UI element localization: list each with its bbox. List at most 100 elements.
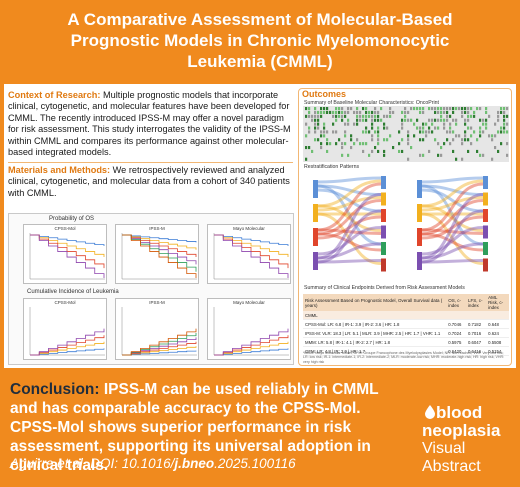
oncoprint-cell (305, 107, 308, 111)
oncoprint-cell (368, 110, 371, 114)
sankey-node (483, 258, 488, 272)
sankey-flow (317, 232, 382, 252)
oncoprint-cell (503, 130, 506, 134)
citation-doi-bold: j.bneo (174, 456, 215, 471)
oncoprint-cell (473, 114, 476, 118)
km-curve (214, 341, 289, 356)
oncoprint-cell (371, 122, 374, 126)
oncoprint-cell (305, 157, 308, 161)
table-cell-os (446, 311, 466, 320)
table-row: CMML (303, 311, 509, 320)
table-cell-os: 0.6420 (446, 346, 466, 356)
oncoprint-cell (350, 138, 353, 142)
oncoprint-cell (464, 122, 467, 126)
panel-caption: CPSS-Mol (54, 226, 76, 231)
oncoprint-cell (362, 107, 365, 111)
oncoprint-cell (482, 130, 485, 134)
oncoprint-cell (314, 138, 317, 142)
oncoprint-cell (500, 107, 503, 111)
km-leukemia-panel: Mayo Molecular (207, 298, 291, 360)
oncoprint-cell (470, 134, 473, 138)
oncoprint-cell (428, 118, 431, 122)
methods-text: We retrospectively reviewed and analyzed… (8, 165, 290, 198)
oncoprint-cell (506, 114, 509, 118)
oncoprint-cell (374, 114, 377, 118)
oncoprint-cell (464, 134, 467, 138)
oncoprint-cell (434, 118, 437, 122)
oncoprint-cell (434, 126, 437, 130)
oncoprint-cell (371, 110, 374, 114)
oncoprint-cell (428, 126, 431, 130)
oncoprint-cell (362, 149, 365, 153)
oncoprint-cell (368, 153, 371, 157)
oncoprint-cell (359, 118, 362, 122)
oncoprint-cell (470, 107, 473, 111)
oncoprint-cell (332, 122, 335, 126)
table-header-model: Risk Assessment Based on Prognostic Mode… (303, 294, 447, 311)
oncoprint-cell (308, 130, 311, 134)
oncoprint-cell (317, 114, 320, 118)
oncoprint-cell (452, 149, 455, 153)
logo-line-visual: Visual (422, 440, 466, 457)
oncoprint-cell (407, 157, 410, 161)
oncoprint-cell (419, 138, 422, 142)
oncoprint-cell (488, 114, 491, 118)
table-cell-lfs: 0.6416 (465, 346, 487, 356)
oncoprint-cell (338, 110, 341, 114)
table-cell-lfs: 0.7016 (465, 328, 487, 338)
sankey-flow (421, 182, 484, 232)
oncoprint-cell (503, 118, 506, 122)
oncoprint-cell (383, 153, 386, 157)
sankey-flow (421, 193, 484, 260)
oncoprint-cell (383, 138, 386, 142)
oncoprint-cell (452, 110, 455, 114)
table-row: GFM: LR: 4.8 | IR: 2.9 | HR: 1.7 0.6420 0.… (303, 346, 509, 356)
context-heading: Context of Research: (8, 90, 101, 100)
km-curves (29, 233, 105, 280)
oncoprint-cell (467, 110, 470, 114)
axis-line (29, 307, 105, 356)
sankey-flow (317, 215, 382, 240)
sankey-flow (421, 184, 484, 196)
oncoprint-cell (506, 142, 509, 146)
table-cell-os: 0.7046 (446, 319, 466, 329)
oncoprint-cell (446, 110, 449, 114)
oncoprint-cell (497, 130, 500, 134)
oncoprint-cell (452, 118, 455, 122)
oncoprint-cell (389, 134, 392, 138)
oncoprint-cell (386, 126, 389, 130)
oncoprint-cell (371, 118, 374, 122)
km-curve (122, 234, 197, 243)
oncoprint-cell (344, 134, 347, 138)
table-cell-aml: 0.624 (486, 328, 509, 338)
km-curve (122, 234, 197, 250)
context-of-research: Context of Research: Multiple prognostic… (8, 90, 293, 160)
oncoprint-cell (326, 107, 329, 111)
oncoprint-cell (314, 122, 317, 126)
sankey-node (313, 228, 318, 246)
sankey-flow (317, 193, 382, 260)
sankey-node (381, 258, 386, 272)
sankey-node (381, 192, 386, 206)
sankey-flow (421, 188, 484, 213)
oncoprint-cell (506, 130, 509, 134)
oncoprint-cell (407, 142, 410, 146)
oncoprint-cell (443, 118, 446, 122)
oncoprint-cell (479, 130, 482, 134)
km-curve (30, 234, 105, 278)
oncoprint-cell (323, 122, 326, 126)
oncoprint-cell (434, 110, 437, 114)
oncoprint-cell (392, 110, 395, 114)
oncoprint-cell (320, 146, 323, 150)
oncoprint-cell (362, 142, 365, 146)
table-cell-model: MMM: LR: 5.8 | IR-1: 4.1 | IR-2: 2.7 | H… (303, 337, 447, 347)
sankey-flow (421, 204, 484, 232)
oncoprint-cell (506, 122, 509, 126)
oncoprint-cell (332, 110, 335, 114)
oncoprint-cell (368, 114, 371, 118)
oncoprint-cell (350, 107, 353, 111)
oncoprint-cell (371, 114, 374, 118)
oncoprint-cell (479, 107, 482, 111)
oncoprint-cell (344, 110, 347, 114)
oncoprint-cell (326, 149, 329, 153)
